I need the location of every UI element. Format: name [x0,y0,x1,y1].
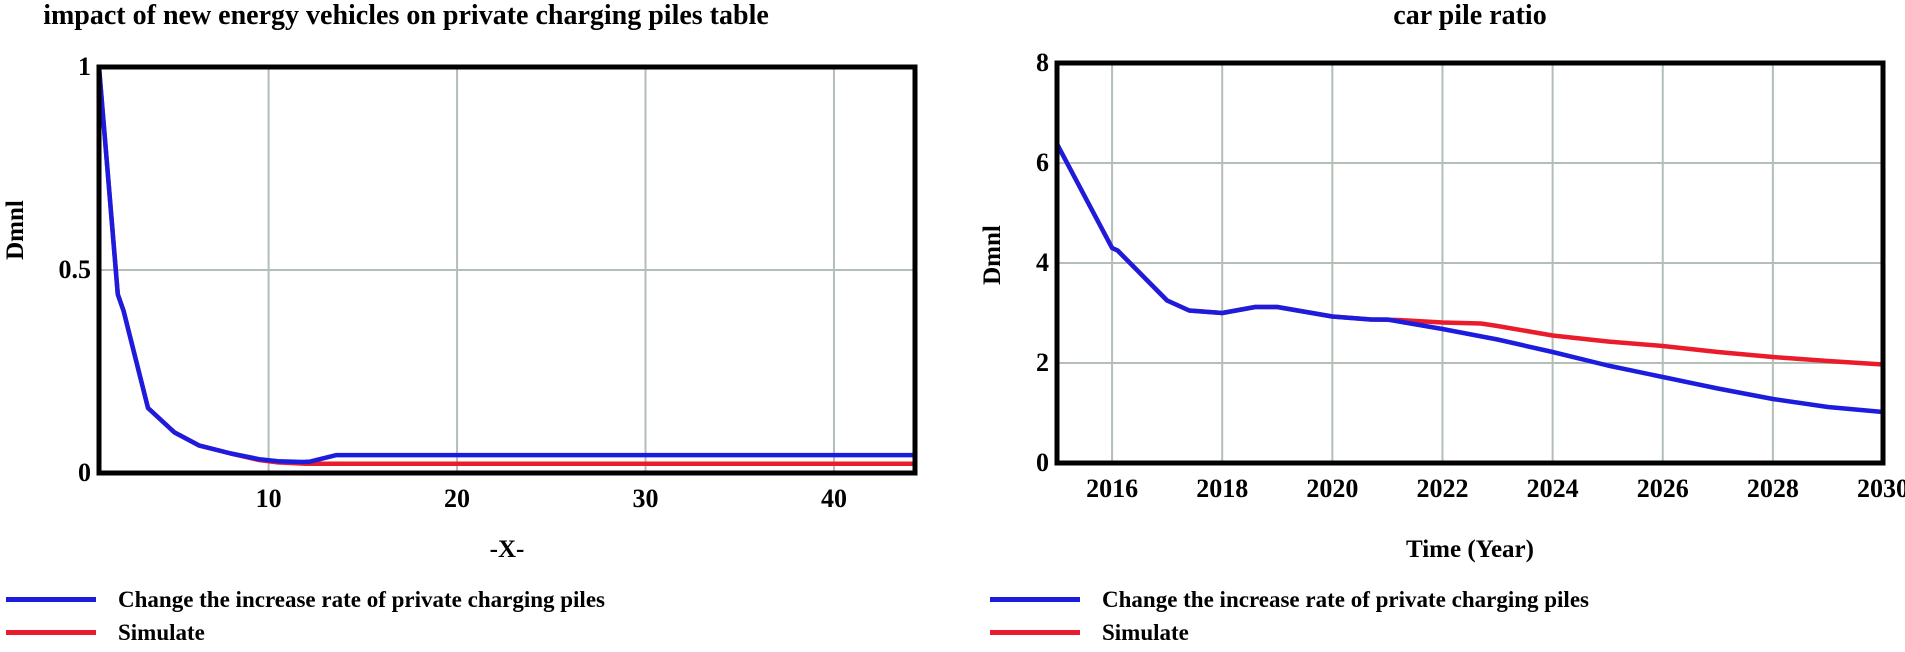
series-line [1055,142,1884,367]
y-tick-label: 2 [1036,348,1049,377]
x-tick-label: 20 [444,484,471,513]
x-tick-label: 30 [632,484,659,513]
y-tick-label: 0 [78,458,91,487]
legend: Change the increase rate of private char… [6,583,605,649]
chart-canvas [96,64,918,476]
legend-line-blue [6,597,96,602]
plot-area [1054,60,1886,466]
legend: Change the increase rate of private char… [990,583,1589,649]
series-line [1055,142,1884,415]
legend-line-blue [990,597,1080,602]
x-tick-label: 10 [255,484,282,513]
x-tick-label: 2024 [1526,474,1579,503]
x-tick-label: 2022 [1416,474,1469,503]
x-tick-label: 2020 [1306,474,1359,503]
x-tick-label: 2028 [1746,474,1799,503]
y-tick-label: 4 [1036,248,1049,277]
x-tick-label: 40 [820,484,847,513]
x-tick-label: 2018 [1196,474,1249,503]
legend-row: Change the increase rate of private char… [990,583,1589,616]
chart-title: car pile ratio [1393,0,1547,31]
series-line [96,66,915,466]
plot-border [1054,60,1886,466]
legend-row: Change the increase rate of private char… [6,583,605,616]
x-tick-label: 2026 [1636,474,1689,503]
legend-label: Simulate [1102,619,1189,645]
x-tick-label: 2016 [1086,474,1139,503]
legend-line-red [990,630,1080,635]
legend-line-red [6,630,96,635]
plot-border [96,64,918,476]
plot-area [96,64,918,476]
y-tick-label: 8 [1036,48,1049,77]
chart-canvas [1054,60,1886,466]
series-line [96,66,915,465]
y-tick-label: 6 [1036,148,1049,177]
x-axis-label: -X- [489,536,525,563]
y-tick-label: 0.5 [58,255,92,284]
x-tick-label: 2030 [1857,474,1905,503]
legend-label: Simulate [118,619,205,645]
y-tick-label: 1 [78,52,91,81]
legend-label: Change the increase rate of private char… [118,586,605,612]
x-axis-label: Time (Year) [1406,536,1534,563]
legend-row: Simulate [6,616,605,649]
legend-label: Change the increase rate of private char… [1102,586,1589,612]
y-tick-label: 0 [1036,448,1049,477]
chart-title: impact of new energy vehicles on private… [43,0,769,31]
legend-row: Simulate [990,616,1589,649]
